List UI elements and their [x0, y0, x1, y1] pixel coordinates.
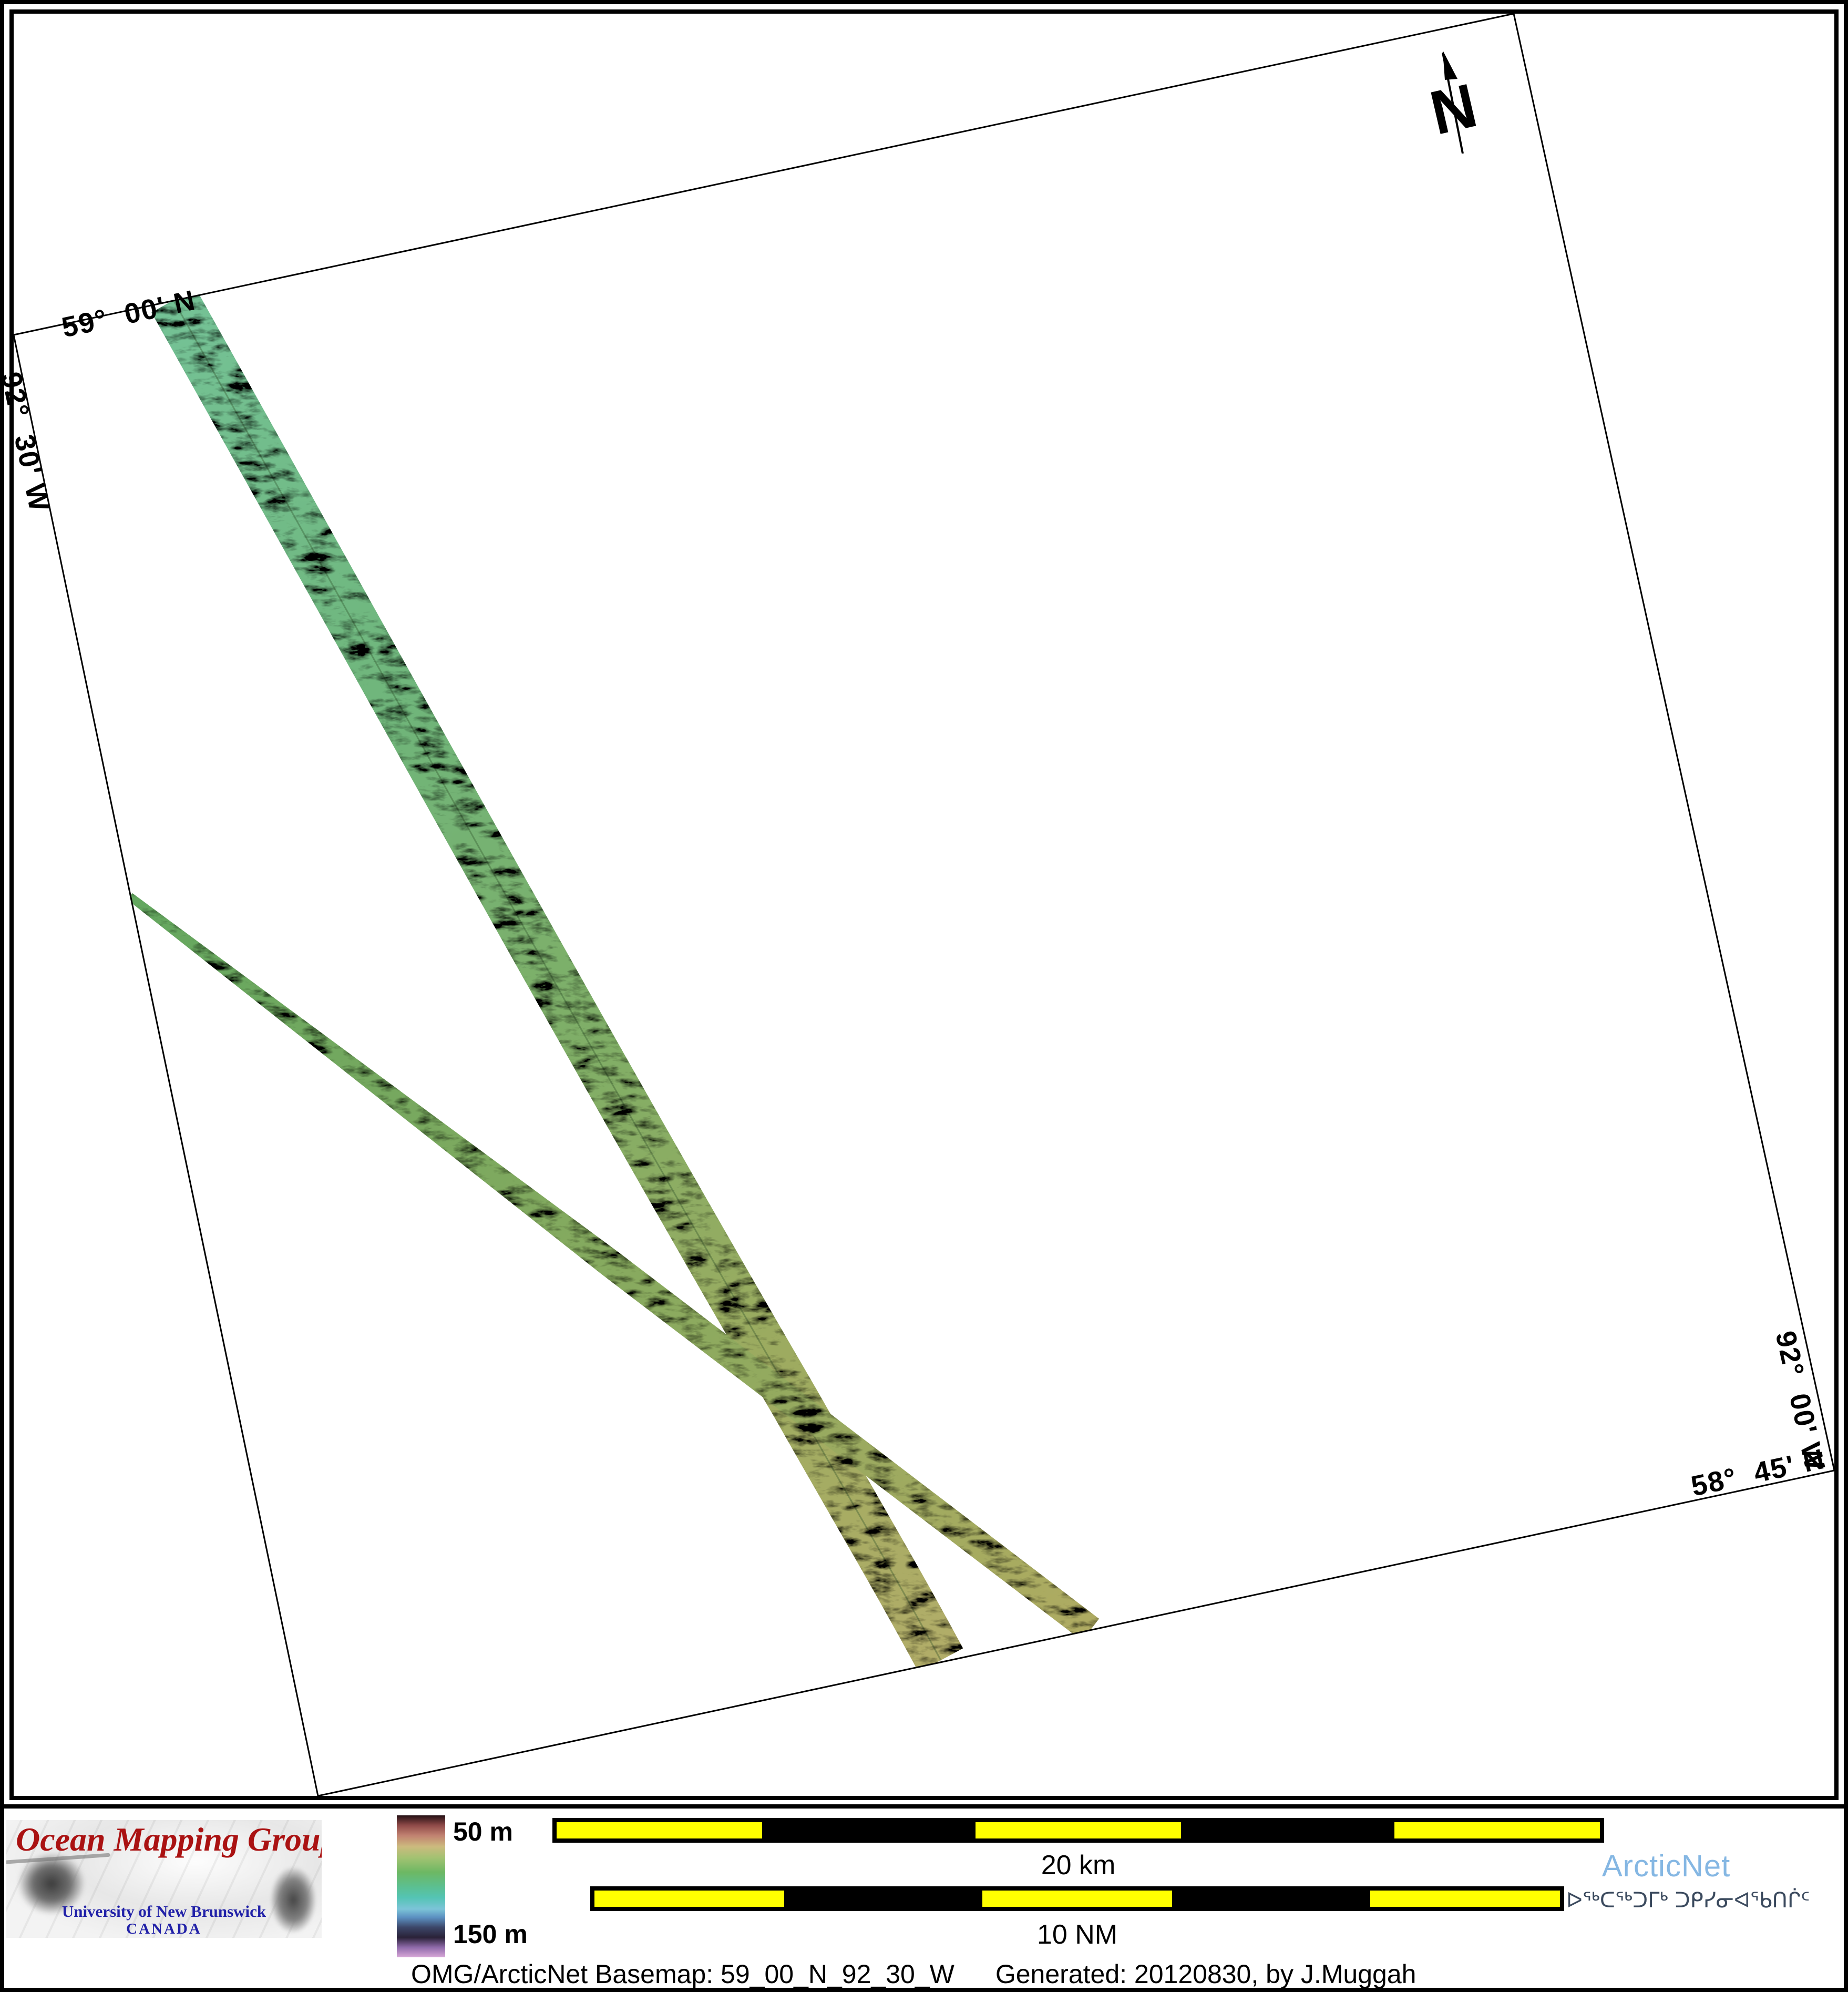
colorbar-min-label: 50 m	[453, 1817, 513, 1846]
caption-basemap: OMG/ArcticNet Basemap: 59_00_N_92_30_W	[411, 1959, 954, 1989]
scalebar-segment	[1174, 1888, 1368, 1909]
omg-country: CANADA	[126, 1921, 202, 1937]
helicopter-silhouette	[18, 1853, 85, 1915]
survey-swath-crossing	[127, 893, 1099, 1641]
scalebar-segment	[555, 1820, 764, 1841]
scalebar-nm-label: 10 NM	[1036, 1919, 1118, 1950]
arcticnet-logo: ArcticNet	[1602, 1849, 1731, 1883]
scalebar-km-label: 20 km	[1041, 1850, 1116, 1881]
footer-caption: OMG/ArcticNet Basemap: 59_00_N_92_30_W G…	[411, 1959, 1416, 1989]
depth-colorbar	[397, 1815, 445, 1957]
arcticnet-inuktitut-text: ᐅᖅᑕᖅᑐᒥᒃ ᑐᑭᓯᓂᐊᖃᑎᒌᑦ	[1566, 1888, 1810, 1913]
footer-panel	[4, 1804, 1844, 1988]
scalebar-segment	[1368, 1888, 1562, 1909]
caption-generated: Generated: 20120830, by J.Muggah	[995, 1959, 1416, 1989]
north-arrow-head	[1443, 50, 1457, 80]
map-panel-border	[9, 9, 1839, 1800]
scalebar-segment	[592, 1888, 786, 1909]
colorbar-max-label: 150 m	[453, 1919, 528, 1949]
scalebar-km	[552, 1818, 1604, 1843]
omg-logo: Ocean Mapping Group University of New Br…	[6, 1820, 322, 1938]
ship-silhouette	[270, 1866, 316, 1934]
omg-university: University of New Brunswick	[61, 1902, 266, 1921]
scalebar-segment	[764, 1820, 974, 1841]
omg-title: Ocean Mapping Group	[16, 1821, 322, 1858]
scalebar-segment	[1392, 1820, 1602, 1841]
bathymetry-swaths	[127, 288, 1099, 1672]
scalebar-segment	[973, 1820, 1183, 1841]
scalebar-nm	[590, 1886, 1564, 1911]
scalebar-segment	[980, 1888, 1174, 1909]
scalebar-segment	[1183, 1820, 1393, 1841]
scalebar-segment	[786, 1888, 980, 1909]
